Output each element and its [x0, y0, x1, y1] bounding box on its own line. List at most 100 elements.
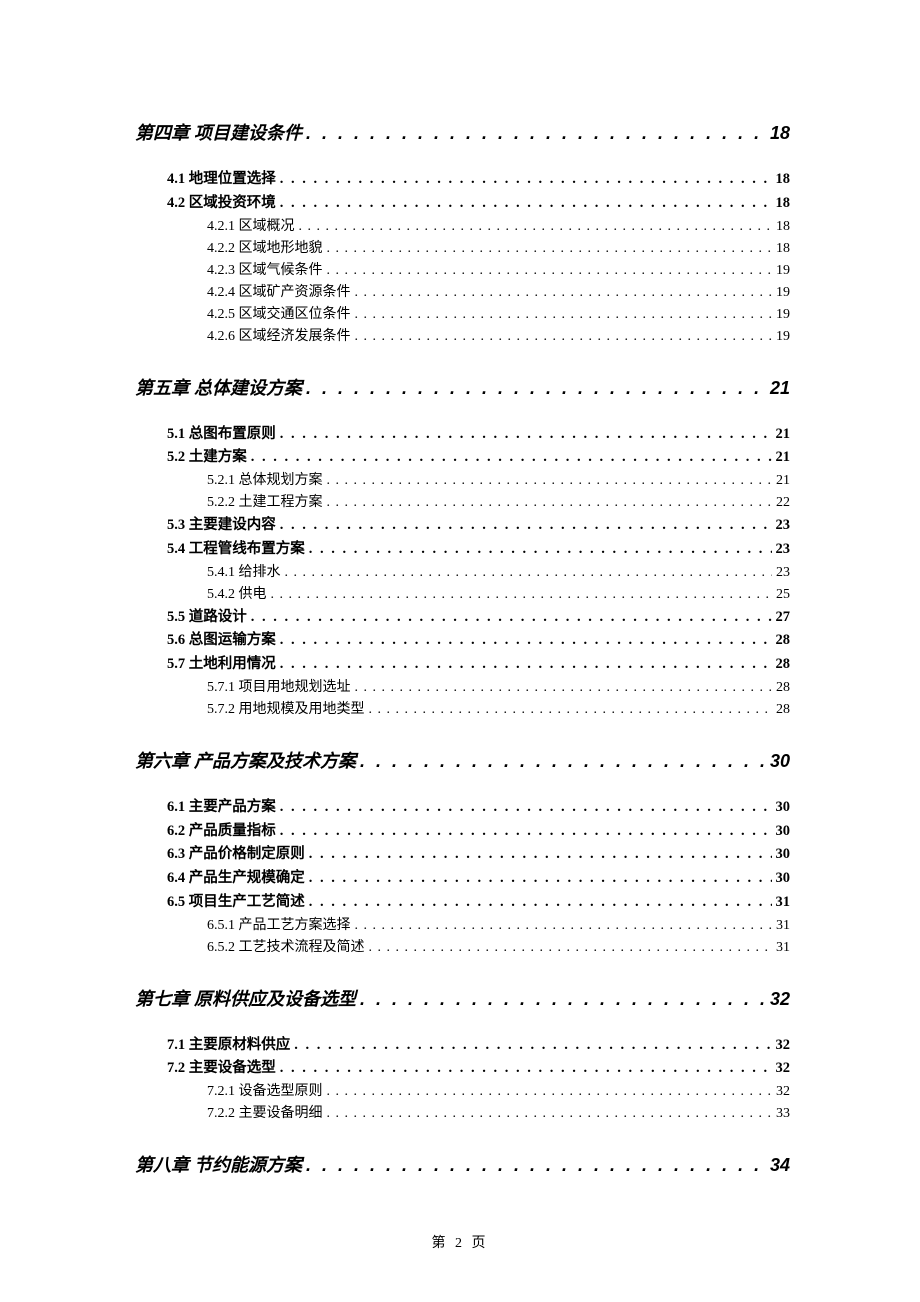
toc-entry-leader-dots: . . . . . . . . . . . . . . . . . . . . …: [369, 699, 773, 720]
toc-entry-title: 4.2.2 区域地形地貌: [207, 238, 323, 259]
toc-entry-title: 4.2.4 区域矿产资源条件: [207, 282, 351, 303]
toc-entry-leader-dots: . . . . . . . . . . . . . . . . . . . . …: [327, 1103, 773, 1124]
toc-entry-leader-dots: . . . . . . . . . . . . . . . . . . . . …: [271, 584, 773, 605]
toc-entry-subsection: 4.2.3 区域气候条件. . . . . . . . . . . . . . …: [207, 260, 790, 281]
toc-entry-section: 5.2 土建方案. . . . . . . . . . . . . . . . …: [167, 447, 790, 469]
toc-entry-page: 25: [776, 584, 790, 605]
toc-entry-leader-dots: . . . . . . . . . . . . . . . . . . . . …: [251, 607, 772, 629]
toc-entry-section: 6.1 主要产品方案. . . . . . . . . . . . . . . …: [167, 797, 790, 819]
toc-entry-section: 5.5 道路设计. . . . . . . . . . . . . . . . …: [167, 607, 790, 629]
toc-entry-leader-dots: . . . . . . . . . . . . . . . . . . . . …: [285, 562, 773, 583]
toc-entry-page: 28: [776, 677, 790, 698]
toc-entry-subsection: 4.2.1 区域概况. . . . . . . . . . . . . . . …: [207, 216, 790, 237]
page-number: 第 2 页: [0, 1232, 920, 1252]
toc-entry-title: 第六章 产品方案及技术方案: [135, 748, 356, 775]
toc-entry-leader-dots: . . . . . . . . . . . . . . . . . . . . …: [299, 216, 773, 237]
toc-entry-leader-dots: . . . . . . . . . . . . . . . . . . . . …: [306, 375, 766, 402]
toc-entry-leader-dots: . . . . . . . . . . . . . . . . . . . . …: [280, 630, 772, 652]
toc-entry-title: 6.2 产品质量指标: [167, 821, 276, 843]
toc-entry-title: 第四章 项目建设条件: [135, 120, 302, 147]
toc-entry-leader-dots: . . . . . . . . . . . . . . . . . . . . …: [355, 304, 773, 325]
toc-entry-page: 27: [776, 607, 791, 629]
toc-entry-page: 34: [770, 1152, 790, 1179]
toc-entry-title: 4.1 地理位置选择: [167, 169, 276, 191]
toc-entry-subsection: 5.7.1 项目用地规划选址. . . . . . . . . . . . . …: [207, 677, 790, 698]
toc-entry-title: 5.3 主要建设内容: [167, 515, 276, 537]
toc-entry-page: 19: [776, 326, 790, 347]
toc-entry-leader-dots: . . . . . . . . . . . . . . . . . . . . …: [280, 193, 772, 215]
toc-entry-subsection: 6.5.2 工艺技术流程及简述. . . . . . . . . . . . .…: [207, 937, 790, 958]
toc-entry-page: 28: [776, 699, 790, 720]
toc-entry-page: 19: [776, 282, 790, 303]
toc-entry-title: 4.2.1 区域概况: [207, 216, 295, 237]
toc-entry-page: 18: [776, 216, 790, 237]
toc-entry-page: 30: [776, 844, 791, 866]
toc-entry-leader-dots: . . . . . . . . . . . . . . . . . . . . …: [327, 260, 773, 281]
toc-entry-subsection: 5.2.1 总体规划方案. . . . . . . . . . . . . . …: [207, 470, 790, 491]
toc-entry-leader-dots: . . . . . . . . . . . . . . . . . . . . …: [306, 120, 766, 147]
toc-entry-page: 31: [776, 892, 791, 914]
toc-entry-page: 21: [776, 447, 791, 469]
toc-entry-subsection: 5.4.1 给排水. . . . . . . . . . . . . . . .…: [207, 562, 790, 583]
toc-entry-title: 5.2.1 总体规划方案: [207, 470, 323, 491]
toc-entry-page: 33: [776, 1103, 790, 1124]
toc-entry-subsection: 5.4.2 供电. . . . . . . . . . . . . . . . …: [207, 584, 790, 605]
toc-entry-title: 4.2.6 区域经济发展条件: [207, 326, 351, 347]
toc-entry-page: 30: [776, 797, 791, 819]
toc-entry-section: 6.5 项目生产工艺简述. . . . . . . . . . . . . . …: [167, 892, 790, 914]
toc-entry-page: 21: [776, 424, 791, 446]
toc-entry-section: 6.4 产品生产规模确定. . . . . . . . . . . . . . …: [167, 868, 790, 890]
toc-entry-section: 5.1 总图布置原则. . . . . . . . . . . . . . . …: [167, 424, 790, 446]
toc-entry-title: 4.2.5 区域交通区位条件: [207, 304, 351, 325]
toc-entry-title: 4.2 区域投资环境: [167, 193, 276, 215]
toc-entry-chapter: 第七章 原料供应及设备选型. . . . . . . . . . . . . .…: [135, 986, 790, 1013]
toc-entry-leader-dots: . . . . . . . . . . . . . . . . . . . . …: [309, 868, 772, 890]
toc-entry-title: 4.2.3 区域气候条件: [207, 260, 323, 281]
toc-entry-title: 5.4.2 供电: [207, 584, 267, 605]
toc-entry-chapter: 第四章 项目建设条件. . . . . . . . . . . . . . . …: [135, 120, 790, 147]
toc-entry-title: 7.2.1 设备选型原则: [207, 1081, 323, 1102]
toc-entry-title: 6.4 产品生产规模确定: [167, 868, 305, 890]
toc-entry-title: 第八章 节约能源方案: [135, 1152, 302, 1179]
toc-entry-leader-dots: . . . . . . . . . . . . . . . . . . . . …: [327, 470, 773, 491]
toc-entry-title: 6.1 主要产品方案: [167, 797, 276, 819]
toc-entry-section: 5.4 工程管线布置方案. . . . . . . . . . . . . . …: [167, 539, 790, 561]
toc-entry-chapter: 第五章 总体建设方案. . . . . . . . . . . . . . . …: [135, 375, 790, 402]
toc-entry-page: 21: [770, 375, 790, 402]
toc-entry-section: 7.1 主要原材料供应. . . . . . . . . . . . . . .…: [167, 1035, 790, 1057]
toc-entry-leader-dots: . . . . . . . . . . . . . . . . . . . . …: [280, 1058, 772, 1080]
toc-entry-leader-dots: . . . . . . . . . . . . . . . . . . . . …: [355, 677, 773, 698]
toc-entry-title: 6.5 项目生产工艺简述: [167, 892, 305, 914]
toc-entry-page: 18: [770, 120, 790, 147]
toc-entry-page: 32: [776, 1081, 790, 1102]
toc-entry-title: 5.7 土地利用情况: [167, 654, 276, 676]
toc-entry-leader-dots: . . . . . . . . . . . . . . . . . . . . …: [327, 1081, 773, 1102]
toc-entry-leader-dots: . . . . . . . . . . . . . . . . . . . . …: [306, 1152, 766, 1179]
toc-entry-subsection: 4.2.2 区域地形地貌. . . . . . . . . . . . . . …: [207, 238, 790, 259]
toc-entry-leader-dots: . . . . . . . . . . . . . . . . . . . . …: [355, 326, 773, 347]
toc-entry-page: 18: [776, 169, 791, 191]
toc-entry-leader-dots: . . . . . . . . . . . . . . . . . . . . …: [251, 447, 772, 469]
toc-entry-subsection: 5.2.2 土建工程方案. . . . . . . . . . . . . . …: [207, 492, 790, 513]
toc-entry-leader-dots: . . . . . . . . . . . . . . . . . . . . …: [280, 424, 772, 446]
toc-entry-section: 5.3 主要建设内容. . . . . . . . . . . . . . . …: [167, 515, 790, 537]
toc-entry-chapter: 第六章 产品方案及技术方案. . . . . . . . . . . . . .…: [135, 748, 790, 775]
toc-entry-page: 23: [776, 539, 791, 561]
toc-entry-page: 23: [776, 562, 790, 583]
toc-entry-title: 6.5.2 工艺技术流程及简述: [207, 937, 365, 958]
toc-entry-title: 5.5 道路设计: [167, 607, 247, 629]
toc-entry-title: 6.5.1 产品工艺方案选择: [207, 915, 351, 936]
toc-entry-page: 32: [776, 1058, 791, 1080]
toc-entry-leader-dots: . . . . . . . . . . . . . . . . . . . . …: [309, 539, 772, 561]
toc-entry-title: 第七章 原料供应及设备选型: [135, 986, 356, 1013]
toc-entry-page: 32: [770, 986, 790, 1013]
toc-entry-page: 32: [776, 1035, 791, 1057]
toc-entry-leader-dots: . . . . . . . . . . . . . . . . . . . . …: [355, 915, 773, 936]
toc-entry-page: 31: [776, 915, 790, 936]
toc-entry-page: 31: [776, 937, 790, 958]
toc-entry-page: 19: [776, 304, 790, 325]
toc-entry-subsection: 4.2.6 区域经济发展条件. . . . . . . . . . . . . …: [207, 326, 790, 347]
toc-entry-leader-dots: . . . . . . . . . . . . . . . . . . . . …: [294, 1035, 771, 1057]
toc-entry-section: 4.2 区域投资环境. . . . . . . . . . . . . . . …: [167, 193, 790, 215]
toc-entry-subsection: 7.2.2 主要设备明细. . . . . . . . . . . . . . …: [207, 1103, 790, 1124]
